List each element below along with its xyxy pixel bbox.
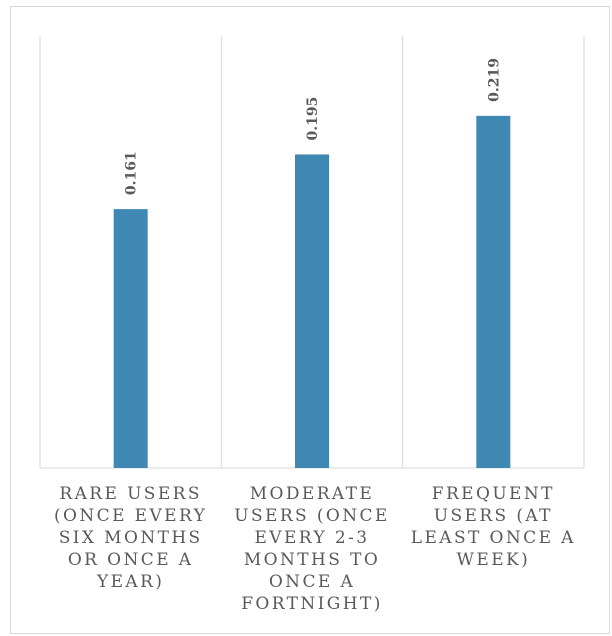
data-labels: 0.161 0.195 0.219 xyxy=(124,58,503,195)
category-label-0: RARE USERS (ONCE EVERY SIX MONTHS OR ONC… xyxy=(54,484,208,592)
bars xyxy=(113,115,511,469)
category-separators xyxy=(39,36,585,468)
bar-1 xyxy=(295,154,329,468)
category-label-2: FREQUENT USERS (AT LEAST ONCE A WEEK) xyxy=(410,484,576,570)
data-label-1: 0.195 xyxy=(305,97,321,141)
bar-2 xyxy=(476,115,511,469)
data-label-0: 0.161 xyxy=(124,151,140,195)
data-label-2: 0.219 xyxy=(486,58,502,102)
category-label-1: MODERATE USERS (ONCE EVERY 2-3 MONTHS TO… xyxy=(234,484,390,614)
bar-0 xyxy=(113,209,148,468)
